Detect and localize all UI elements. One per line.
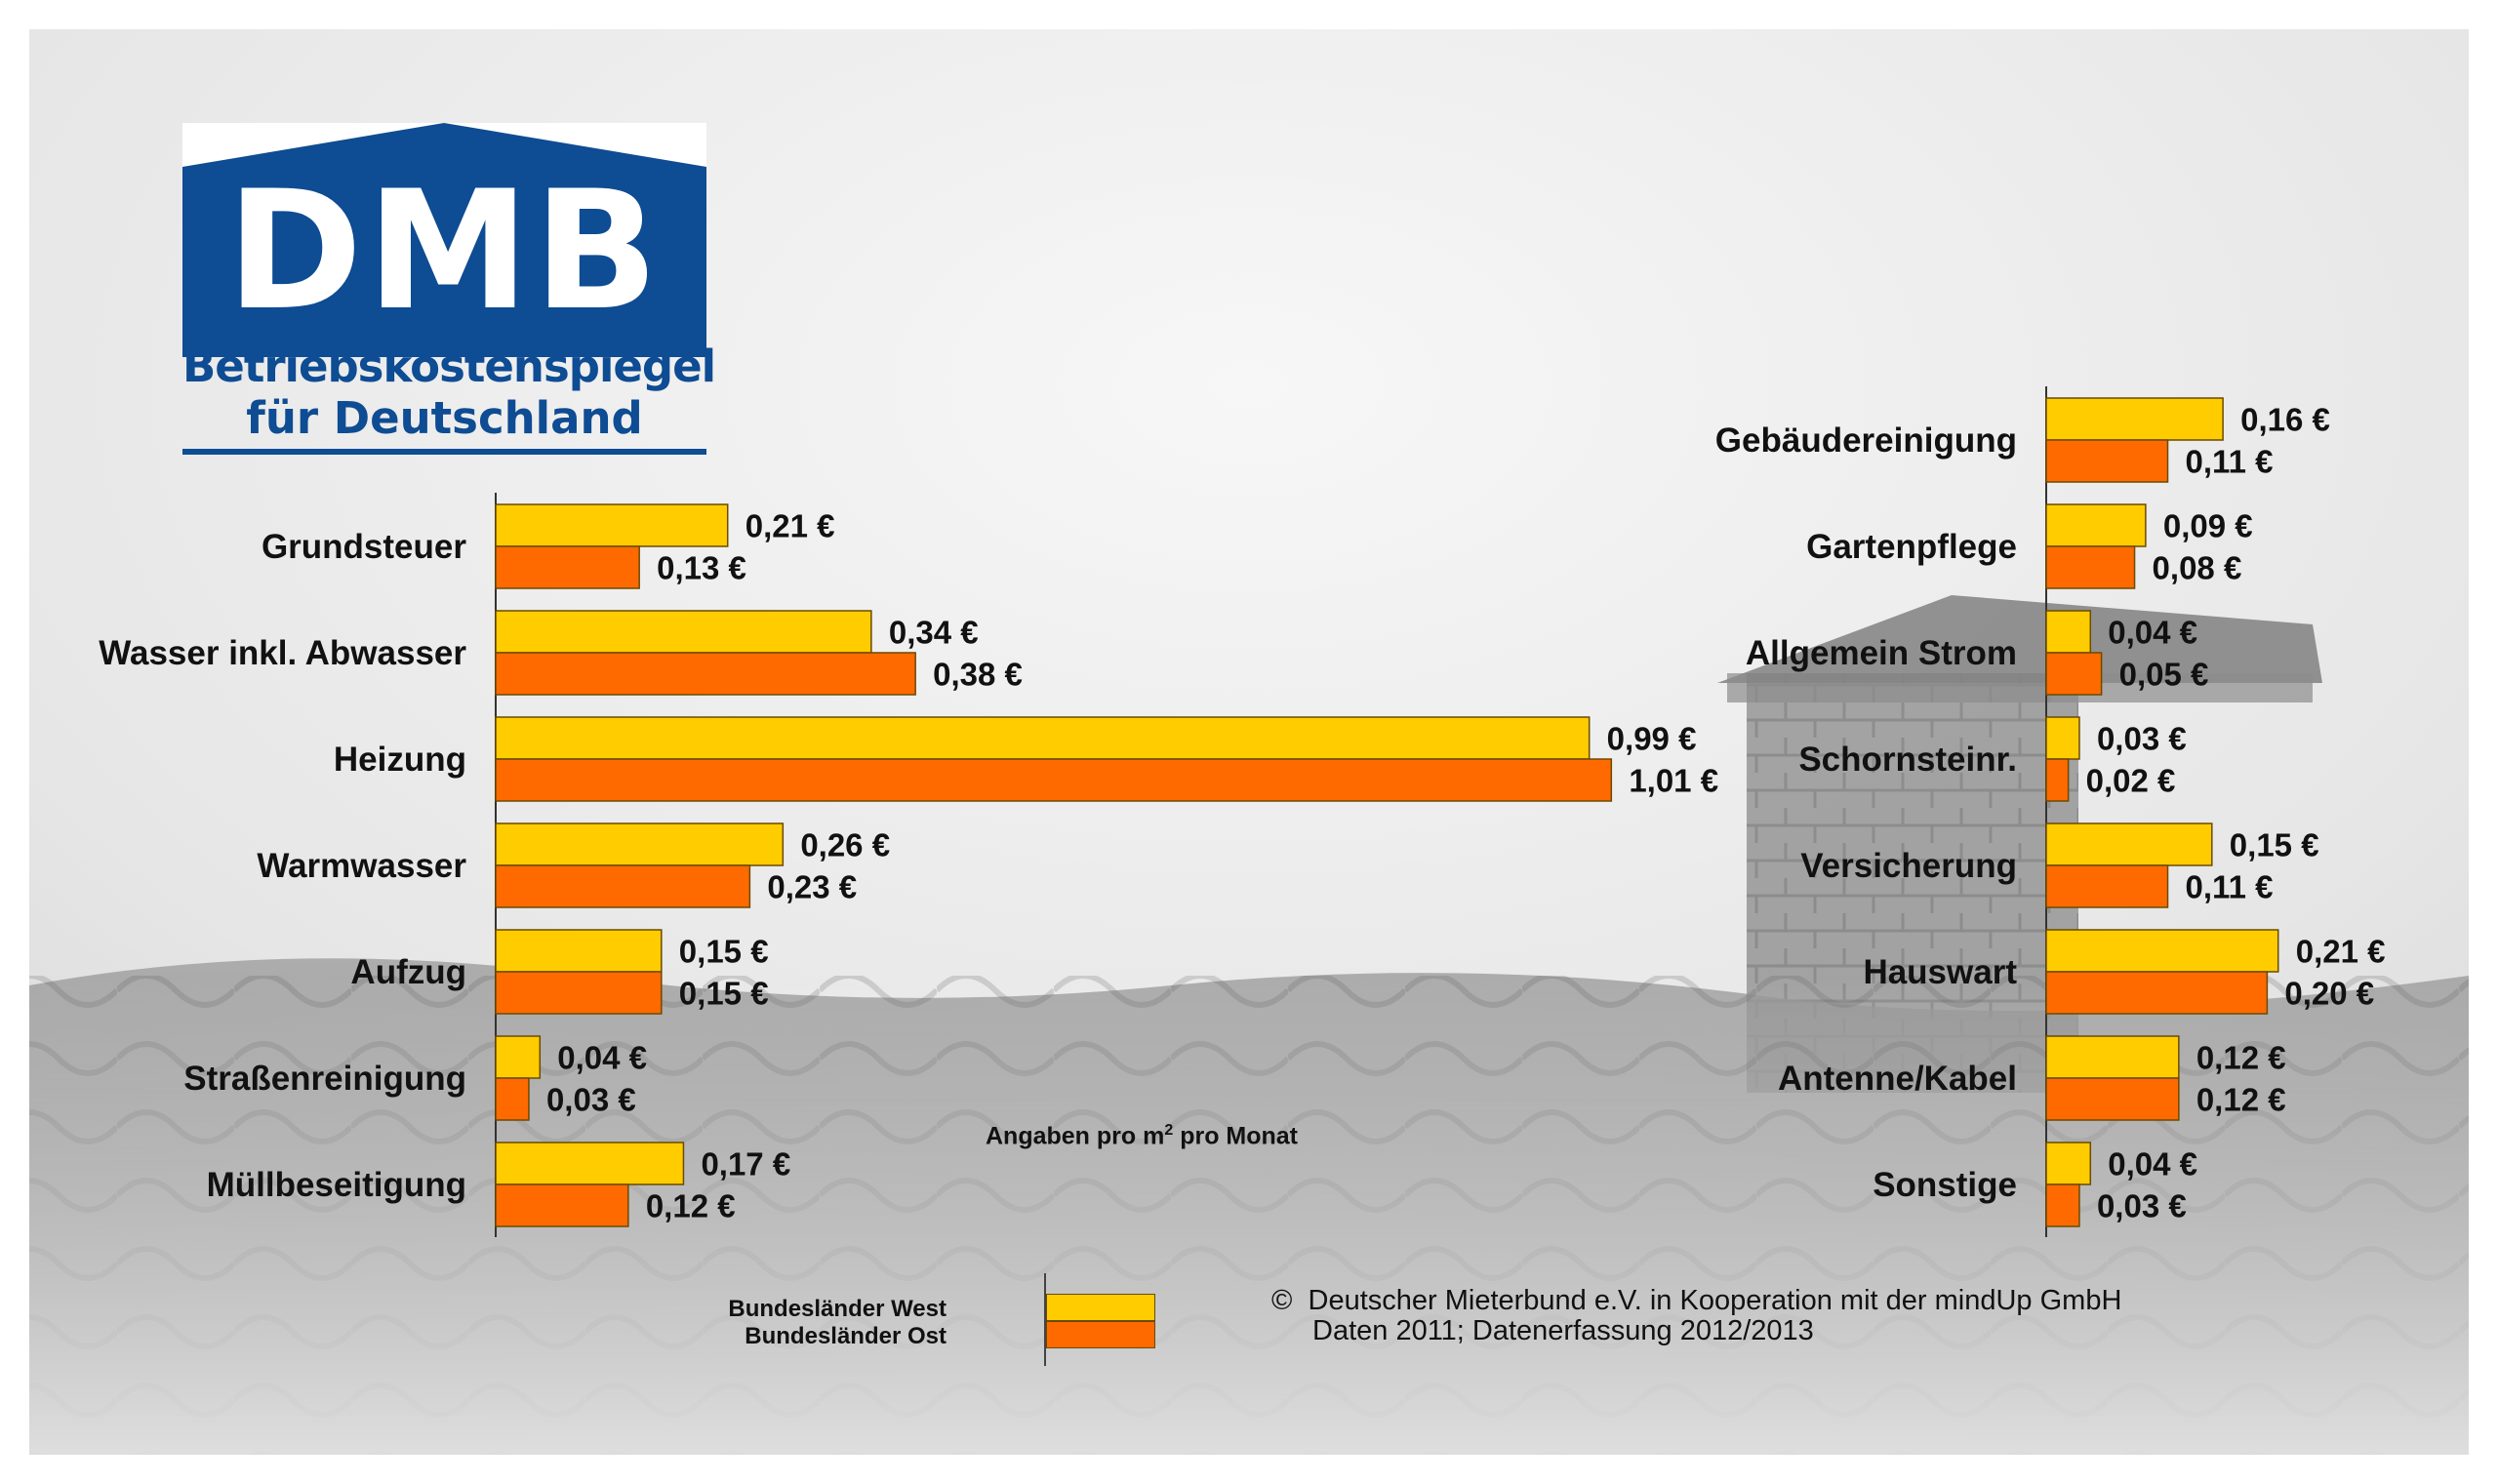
credit-text-line1: Deutscher Mieterbund e.V. in Kooperation… [1308,1285,2122,1316]
value-label-west-grundsteuer: 0,21 € [745,508,835,544]
unit-note-text-end: pro Monat [1173,1122,1299,1150]
category-label-heizung: Heizung [334,741,466,779]
bar-west-wasser-inkl-abwasser [495,610,872,654]
value-label-ost-strassenreinigung: 0,03 € [546,1082,636,1118]
logo-roof-cut [182,123,706,167]
value-label-west-wasser-inkl-abwasser: 0,34 € [889,615,979,651]
bar-ost-allgemein-strom [2045,652,2103,696]
legend-swatch-west [1046,1294,1155,1321]
bar-ost-hauswart [2045,971,2269,1015]
value-label-west-sonstige: 0,04 € [2108,1146,2197,1183]
value-label-ost-gartenpflege: 0,08 € [2153,550,2242,586]
value-label-ost-gebaeudereinigung: 0,11 € [2186,444,2274,480]
bar-ost-wasser-inkl-abwasser [495,652,916,696]
legend-label-ost: Bundesländer Ost [745,1323,947,1349]
bar-ost-aufzug [495,971,663,1015]
value-label-ost-muellbeseitigung: 0,12 € [646,1188,736,1224]
chart-left: Grundsteuer 0,21 € 0,13 € Wasser inkl. Abwa… [99,493,1718,1237]
bar-ost-versicherung [2045,864,2169,908]
bar-west-muellbeseitigung [495,1142,685,1185]
category-label-grundsteuer: Grundsteuer [262,528,466,566]
category-label-strassenreinigung: Straßenreinigung [183,1060,466,1098]
bar-west-antenne-kabel [2045,1035,2180,1079]
category-label-aufzug: Aufzug [350,953,466,991]
logo-subtitle-line1: Betriebskostenspiegel [182,341,716,392]
bar-west-aufzug [495,929,663,973]
value-label-ost-sonstige: 0,03 € [2097,1188,2187,1224]
value-label-ost-hauswart: 0,20 € [2284,976,2374,1012]
bar-west-warmwasser [495,822,785,866]
category-label-allgemein-strom: Allgemein Strom [1746,634,2017,672]
category-label-schornsteinr: Schornsteinr. [1798,741,2017,779]
bar-ost-grundsteuer [495,545,640,589]
bar-ost-heizung [495,758,1613,802]
bar-west-versicherung [2045,822,2213,866]
bar-west-grundsteuer [495,503,729,547]
chart-right: Gebäudereinigung 0,16 € 0,11 € Gartenpflege… [1715,386,2386,1237]
bar-west-sonstige [2045,1142,2092,1185]
bar-ost-strassenreinigung [495,1077,530,1121]
value-label-west-versicherung: 0,15 € [2230,827,2319,863]
bar-ost-gartenpflege [2045,545,2136,589]
category-label-sonstige: Sonstige [1873,1166,2017,1204]
value-label-ost-schornsteinr: 0,02 € [2086,763,2176,799]
legend-label-west: Bundesländer West [728,1296,947,1322]
bar-ost-warmwasser [495,864,751,908]
credit: © Deutscher Mieterbund e.V. in Kooperati… [1271,1286,2121,1346]
bar-west-hauswart [2045,929,2279,973]
logo-subtitle-line2: für Deutschland [246,392,643,444]
legend-axis-line [1044,1273,1046,1366]
unit-note: Angaben pro m2 pro Monat [986,1122,1298,1150]
unit-note-text: Angaben pro m [986,1122,1165,1150]
bar-west-schornsteinr [2045,716,2080,760]
value-label-ost-allgemein-strom: 0,05 € [2119,657,2209,693]
value-label-west-gartenpflege: 0,09 € [2163,508,2253,544]
value-label-west-hauswart: 0,21 € [2296,934,2386,970]
category-label-antenne-kabel: Antenne/Kabel [1778,1060,2017,1098]
value-label-west-warmwasser: 0,26 € [800,827,890,863]
category-label-gebaeudereinigung: Gebäudereinigung [1715,421,2017,460]
bar-west-allgemein-strom [2045,610,2092,654]
category-label-versicherung: Versicherung [1800,847,2017,885]
bar-ost-schornsteinr [2045,758,2070,802]
value-label-ost-grundsteuer: 0,13 € [657,550,746,586]
bar-ost-gebaeudereinigung [2045,439,2169,483]
category-label-gartenpflege: Gartenpflege [1806,528,2017,566]
value-label-west-allgemein-strom: 0,04 € [2108,615,2197,651]
value-label-ost-aufzug: 0,15 € [679,976,769,1012]
category-label-wasser-inkl-abwasser: Wasser inkl. Abwasser [99,634,466,672]
dmb-logo: DMB Betriebskostenspiegel für Deutschlan… [182,123,716,457]
bar-ost-sonstige [2045,1183,2080,1227]
legend-swatch-ost [1046,1321,1155,1348]
value-label-ost-heizung: 1,01 € [1629,763,1718,799]
value-label-ost-versicherung: 0,11 € [2186,869,2274,905]
copyright-symbol: © [1271,1285,1293,1316]
bar-west-strassenreinigung [495,1035,542,1079]
logo-underline [182,449,706,455]
bar-west-gartenpflege [2045,503,2147,547]
category-label-warmwasser: Warmwasser [257,847,466,885]
value-label-west-aufzug: 0,15 € [679,934,769,970]
bar-ost-antenne-kabel [2045,1077,2180,1121]
legend: Bundesländer West Bundesländer Ost [728,1268,1171,1366]
value-label-west-heizung: 0,99 € [1607,721,1697,757]
category-label-muellbeseitigung: Müllbeseitigung [207,1166,466,1204]
bar-ost-muellbeseitigung [495,1183,629,1227]
value-label-west-muellbeseitigung: 0,17 € [701,1146,790,1183]
credit-line1: © Deutscher Mieterbund e.V. in Kooperati… [1271,1286,2121,1316]
value-label-ost-wasser-inkl-abwasser: 0,38 € [933,657,1023,693]
value-label-west-strassenreinigung: 0,04 € [557,1040,647,1076]
bar-west-gebaeudereinigung [2045,397,2224,441]
bar-west-heizung [495,716,1591,760]
value-label-west-schornsteinr: 0,03 € [2097,721,2187,757]
credit-line2: Daten 2011; Datenerfassung 2012/2013 [1312,1315,1814,1346]
logo-wordmark: DMB [226,155,663,346]
value-label-west-gebaeudereinigung: 0,16 € [2240,402,2330,438]
value-label-west-antenne-kabel: 0,12 € [2196,1040,2286,1076]
category-label-hauswart: Hauswart [1863,953,2017,991]
value-label-ost-antenne-kabel: 0,12 € [2196,1082,2286,1118]
unit-note-superscript: 2 [1164,1122,1174,1139]
value-label-ost-warmwasser: 0,23 € [767,869,857,905]
